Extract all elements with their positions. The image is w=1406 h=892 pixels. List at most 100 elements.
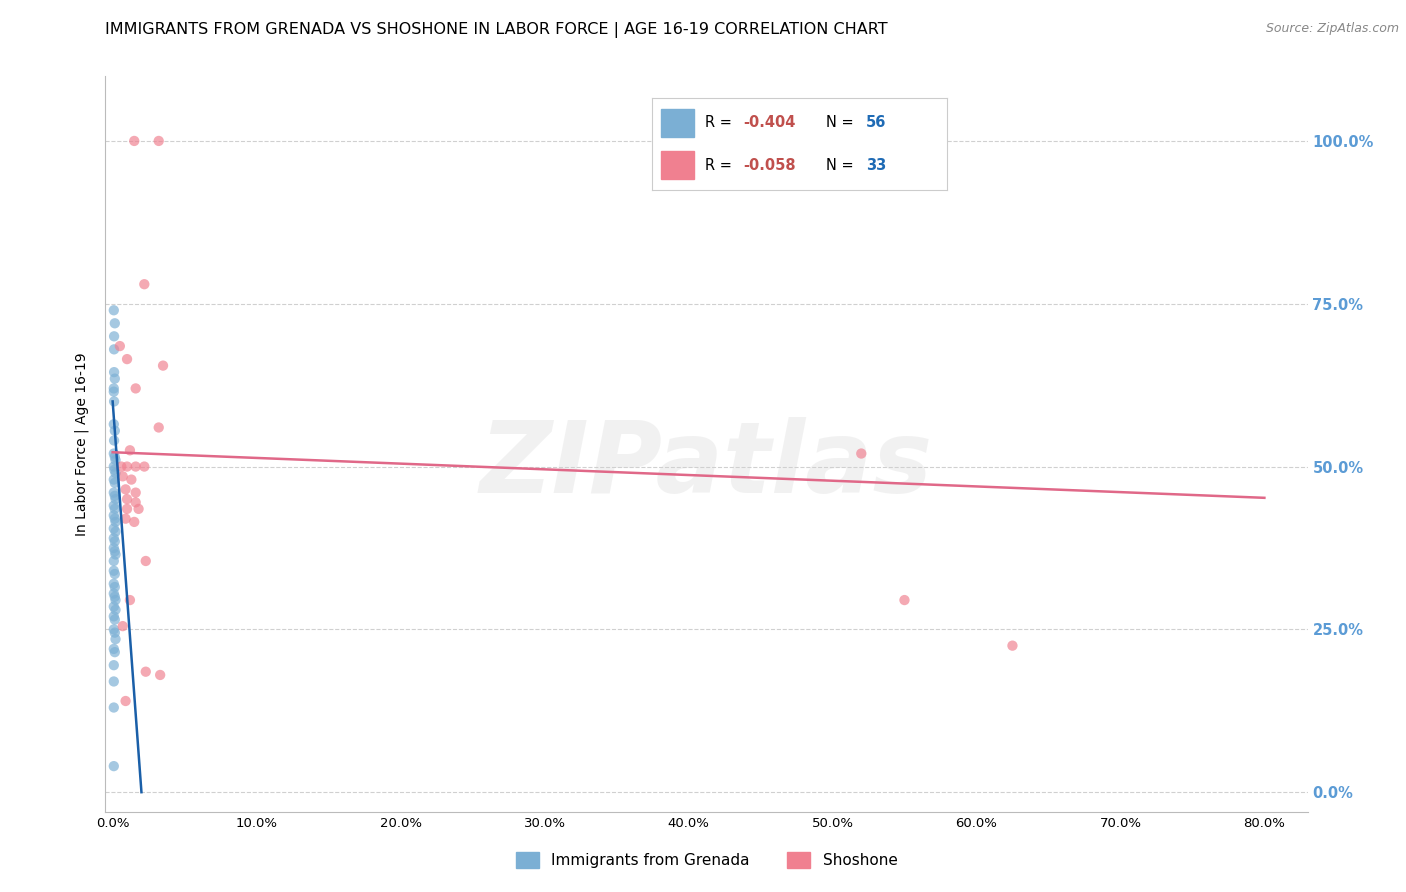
Point (110, 459, 132, 474)
Text: IMMIGRANTS FROM GRENADA VS SHOSHONE IN LABOR FORCE | AGE 16-19 CORRELATION CHART: IMMIGRANTS FROM GRENADA VS SHOSHONE IN L… (105, 22, 889, 38)
Point (104, 625, 127, 640)
Point (125, 459, 148, 474)
Point (103, 554, 125, 568)
Point (103, 599, 125, 614)
Point (104, 645, 127, 659)
Point (128, 502, 150, 516)
Point (103, 576, 125, 591)
Point (103, 485, 125, 500)
Point (104, 466, 127, 480)
Point (104, 424, 127, 438)
Point (104, 502, 127, 516)
Point (103, 446, 125, 460)
Point (103, 365, 125, 379)
Bar (661, 109, 693, 136)
Point (114, 483, 136, 497)
Point (103, 586, 125, 600)
Point (104, 371, 127, 385)
Point (103, 499, 125, 513)
Point (104, 544, 127, 558)
Point (103, 417, 125, 432)
Point (115, 459, 138, 474)
Point (118, 593, 141, 607)
Point (103, 521, 125, 535)
Point (148, 134, 170, 148)
Point (851, 446, 873, 460)
Text: N =: N = (827, 158, 859, 172)
Text: 56: 56 (866, 115, 886, 130)
Point (103, 303, 125, 318)
Point (118, 443, 141, 458)
Point (104, 613, 127, 627)
Point (103, 759, 125, 773)
Point (148, 420, 170, 434)
Point (104, 590, 127, 604)
Point (115, 502, 138, 516)
Text: 33: 33 (866, 158, 886, 172)
Point (104, 316, 127, 330)
Text: N =: N = (827, 115, 859, 130)
Point (103, 329, 125, 343)
Point (122, 515, 145, 529)
Point (103, 434, 125, 448)
Text: R =: R = (706, 158, 737, 172)
Text: ZIPatlas: ZIPatlas (479, 417, 934, 515)
Point (103, 473, 125, 487)
Point (1001, 639, 1024, 653)
Point (104, 548, 127, 562)
Point (104, 603, 127, 617)
Point (122, 134, 145, 148)
Point (125, 381, 148, 395)
Text: Source: ZipAtlas.com: Source: ZipAtlas.com (1265, 22, 1399, 36)
Text: R =: R = (706, 115, 737, 130)
Point (104, 453, 127, 467)
Point (103, 658, 125, 673)
Point (104, 489, 127, 503)
Point (104, 450, 127, 464)
Point (103, 459, 125, 474)
Point (103, 674, 125, 689)
Point (103, 508, 125, 523)
Point (103, 531, 125, 545)
Point (111, 619, 134, 633)
Point (103, 394, 125, 409)
Text: -0.404: -0.404 (744, 115, 796, 130)
Point (104, 567, 127, 582)
Point (125, 485, 148, 500)
Point (115, 352, 138, 367)
Point (135, 554, 157, 568)
Point (111, 469, 134, 483)
Point (103, 381, 125, 395)
Point (134, 459, 156, 474)
Point (104, 492, 127, 507)
Point (104, 524, 127, 539)
Point (103, 641, 125, 656)
Point (104, 515, 127, 529)
Point (135, 665, 157, 679)
Bar (661, 152, 693, 178)
Point (103, 623, 125, 637)
Point (104, 580, 127, 594)
Point (103, 609, 125, 624)
Point (103, 541, 125, 555)
Point (114, 694, 136, 708)
Point (149, 668, 172, 682)
Point (152, 359, 174, 373)
Point (104, 534, 127, 549)
Point (103, 700, 125, 714)
Point (114, 511, 136, 525)
Point (108, 339, 131, 353)
Text: -0.058: -0.058 (744, 158, 796, 172)
Legend: Immigrants from Grenada, Shoshone: Immigrants from Grenada, Shoshone (509, 846, 904, 874)
Point (115, 492, 138, 507)
Point (104, 511, 127, 525)
Point (104, 632, 127, 647)
Point (104, 593, 127, 607)
Y-axis label: In Labor Force | Age 16-19: In Labor Force | Age 16-19 (75, 352, 90, 535)
Point (103, 463, 125, 477)
Point (125, 495, 148, 509)
Point (103, 564, 125, 578)
Point (103, 384, 125, 399)
Point (104, 475, 127, 490)
Point (120, 473, 142, 487)
